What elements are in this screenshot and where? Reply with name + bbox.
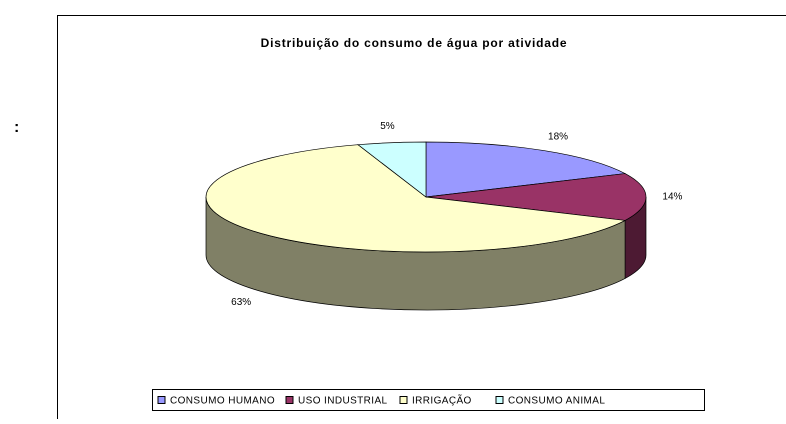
side-mark: : — [14, 119, 19, 136]
legend-swatch — [400, 397, 407, 404]
data-label: 63% — [231, 297, 251, 308]
data-label: 14% — [662, 192, 682, 203]
legend-label: IRRIGAÇÃO — [412, 394, 472, 407]
data-label: 5% — [380, 121, 395, 132]
data-label: 18% — [548, 131, 568, 142]
legend-label: CONSUMO ANIMAL — [508, 396, 605, 407]
legend-label: CONSUMO HUMANO — [170, 396, 275, 407]
legend-swatch — [496, 397, 503, 404]
legend-label: USO INDUSTRIAL — [298, 396, 388, 407]
legend-swatch — [286, 397, 293, 404]
chart-title: Distribuição do consumo de água por ativ… — [261, 36, 568, 50]
legend-swatch — [158, 397, 165, 404]
